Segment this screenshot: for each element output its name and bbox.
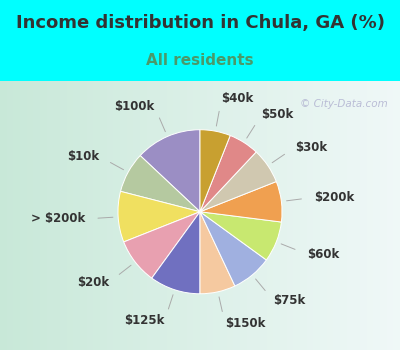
Bar (240, 80, 247, 350)
Wedge shape (200, 152, 276, 212)
Bar (180, 80, 187, 350)
Bar (293, 80, 300, 350)
Bar (247, 80, 253, 350)
Bar (360, 80, 367, 350)
Bar (187, 80, 193, 350)
Text: $10k: $10k (67, 150, 99, 163)
Bar (160, 80, 167, 350)
Bar (107, 80, 113, 350)
Wedge shape (200, 182, 282, 222)
Bar (273, 80, 280, 350)
Wedge shape (124, 212, 200, 278)
Bar (313, 80, 320, 350)
Bar (393, 80, 400, 350)
Bar (67, 80, 73, 350)
Bar (113, 80, 120, 350)
Bar (100, 80, 107, 350)
Bar (347, 80, 353, 350)
Text: $40k: $40k (222, 92, 254, 105)
Wedge shape (200, 135, 256, 212)
Text: $20k: $20k (77, 276, 109, 289)
Text: $60k: $60k (307, 247, 339, 260)
Wedge shape (200, 212, 281, 260)
Bar (227, 80, 233, 350)
Bar (0, 80, 7, 350)
Bar (200, 80, 207, 350)
Text: $50k: $50k (262, 108, 294, 121)
Bar (380, 80, 387, 350)
Bar (340, 80, 347, 350)
Wedge shape (200, 130, 230, 212)
Bar (87, 80, 93, 350)
Bar (53, 80, 60, 350)
Text: $125k: $125k (124, 314, 164, 328)
Text: $75k: $75k (273, 294, 306, 307)
Text: $100k: $100k (114, 100, 154, 113)
Bar (167, 80, 173, 350)
Bar (307, 80, 313, 350)
Bar (133, 80, 140, 350)
Bar (60, 80, 67, 350)
Bar (73, 80, 80, 350)
Bar (193, 80, 200, 350)
Bar (27, 80, 33, 350)
Text: Income distribution in Chula, GA (%): Income distribution in Chula, GA (%) (16, 14, 384, 32)
Text: $200k: $200k (314, 191, 354, 204)
Wedge shape (118, 191, 200, 242)
Bar (80, 80, 87, 350)
Bar (387, 80, 393, 350)
Bar (300, 80, 307, 350)
Bar (373, 80, 380, 350)
Text: $30k: $30k (295, 141, 327, 154)
Bar (327, 80, 333, 350)
Bar (287, 80, 293, 350)
Bar (93, 80, 100, 350)
Bar (280, 80, 287, 350)
Bar (153, 80, 160, 350)
Wedge shape (120, 156, 200, 212)
Bar (20, 80, 27, 350)
Bar (333, 80, 340, 350)
Bar (320, 80, 327, 350)
Bar (260, 80, 267, 350)
Text: $150k: $150k (225, 317, 266, 330)
Bar (233, 80, 240, 350)
Bar (253, 80, 260, 350)
Text: > $200k: > $200k (31, 212, 85, 225)
Bar (220, 80, 227, 350)
Wedge shape (200, 212, 235, 294)
Wedge shape (200, 212, 266, 286)
Bar (147, 80, 153, 350)
Bar (7, 80, 13, 350)
Bar (267, 80, 273, 350)
Text: © City-Data.com: © City-Data.com (300, 99, 388, 109)
Bar (213, 80, 220, 350)
Bar (47, 80, 53, 350)
Text: All residents: All residents (146, 53, 254, 68)
Bar (173, 80, 180, 350)
Bar (140, 80, 147, 350)
Wedge shape (152, 212, 200, 294)
Bar (120, 80, 127, 350)
Bar (207, 80, 213, 350)
Bar (367, 80, 373, 350)
Bar (353, 80, 360, 350)
Bar (33, 80, 40, 350)
Bar (13, 80, 20, 350)
Bar (40, 80, 47, 350)
Wedge shape (140, 130, 200, 212)
Bar (127, 80, 133, 350)
